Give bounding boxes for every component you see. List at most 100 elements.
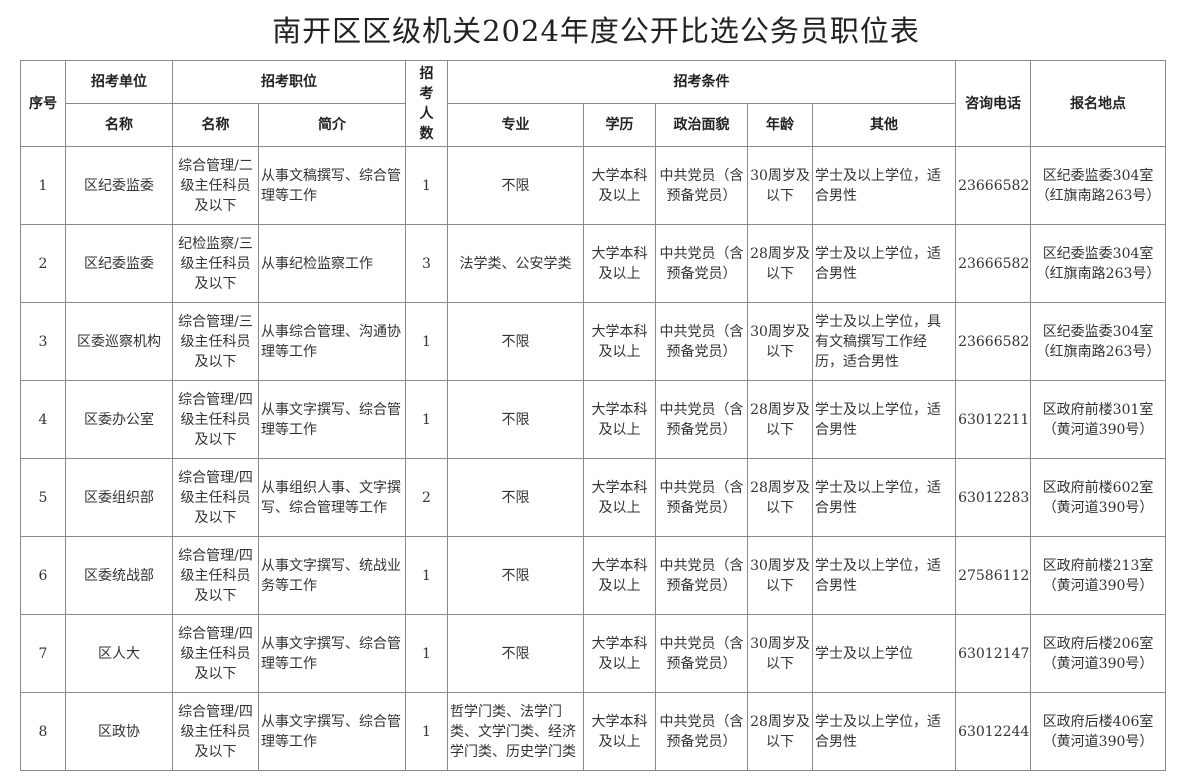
cell-education: 大学本科及以上 (583, 224, 656, 303)
cell-education: 大学本科及以上 (583, 380, 656, 459)
table-row: 1 区纪委监委 综合管理/二级主任科员及以下 从事文稿撰写、综合管理等工作 1 不限 大学本… (20, 146, 1167, 225)
cell-political: 中共党员（含预备党员） (655, 224, 748, 303)
cell-location: 区政府后楼406室（黄河道390号） (1030, 692, 1167, 771)
table-row: 3 区委巡察机构 综合管理/三级主任科员及以下 从事综合管理、沟通协理等工作 1 不限 大学… (20, 302, 1167, 381)
cell-political: 中共党员（含预备党员） (655, 458, 748, 537)
cell-location: 区政府前楼602室（黄河道390号） (1030, 458, 1167, 537)
cell-major: 不限 (447, 458, 584, 537)
cell-unit: 区委办公室 (65, 380, 173, 459)
cell-count: 1 (405, 614, 448, 693)
cell-education: 大学本科及以上 (583, 302, 656, 381)
header-seq: 序号 (20, 60, 66, 147)
cell-desc: 从事文稿撰写、综合管理等工作 (258, 146, 406, 225)
cell-unit: 区委统战部 (65, 536, 173, 615)
cell-phone: 63012147 (955, 614, 1032, 693)
cell-phone: 27586112 (955, 536, 1032, 615)
cell-location: 区纪委监委304室（红旗南路263号） (1030, 302, 1167, 381)
header-unit: 招考单位 (65, 60, 173, 104)
header-conditions: 招考条件 (446, 60, 957, 104)
cell-count: 1 (405, 380, 448, 459)
cell-phone: 23666582 (955, 146, 1032, 225)
cell-seq: 5 (20, 458, 66, 537)
cell-seq: 7 (20, 614, 66, 693)
cell-unit: 区委巡察机构 (65, 302, 173, 381)
cell-seq: 3 (20, 302, 66, 381)
cell-desc: 从事文字撰写、综合管理等工作 (258, 614, 406, 693)
cell-desc: 从事文字撰写、综合管理等工作 (258, 692, 406, 771)
positions-table: 序号 招考单位 招考职位 招考人数 招考条件 咨询电话 报名地点 名称 名称 简… (20, 60, 1167, 771)
cell-education: 大学本科及以上 (583, 614, 656, 693)
cell-position: 综合管理/四级主任科员及以下 (172, 692, 259, 771)
header-major: 专业 (447, 103, 584, 147)
cell-political: 中共党员（含预备党员） (655, 380, 748, 459)
cell-unit: 区政协 (65, 692, 173, 771)
cell-education: 大学本科及以上 (583, 536, 656, 615)
cell-age: 28周岁及以下 (747, 458, 813, 537)
cell-other: 学士及以上学位 (811, 614, 957, 693)
header-unit-name: 名称 (65, 103, 173, 147)
cell-major: 不限 (447, 614, 584, 693)
cell-age: 30周岁及以下 (747, 302, 813, 381)
header-position-desc: 简介 (258, 103, 406, 147)
cell-age: 30周岁及以下 (747, 614, 813, 693)
cell-major: 不限 (447, 146, 584, 225)
cell-education: 大学本科及以上 (583, 146, 656, 225)
cell-position: 综合管理/四级主任科员及以下 (172, 458, 259, 537)
cell-education: 大学本科及以上 (583, 458, 656, 537)
header-position-name: 名称 (172, 103, 259, 147)
cell-desc: 从事文字撰写、统战业务等工作 (258, 536, 406, 615)
cell-major: 法学类、公安学类 (447, 224, 584, 303)
cell-age: 30周岁及以下 (747, 536, 813, 615)
cell-other: 学士及以上学位，适合男性 (811, 536, 957, 615)
header-education: 学历 (583, 103, 656, 147)
cell-other: 学士及以上学位，适合男性 (811, 224, 957, 303)
cell-count: 1 (405, 692, 448, 771)
table-row: 5 区委组织部 综合管理/四级主任科员及以下 从事组织人事、文字撰写、综合管理等工作 2… (20, 458, 1167, 537)
cell-phone: 23666582 (955, 302, 1032, 381)
cell-major: 不限 (447, 380, 584, 459)
cell-desc: 从事纪检监察工作 (258, 224, 406, 303)
cell-count: 1 (405, 146, 448, 225)
cell-other: 学士及以上学位，具有文稿撰写工作经历，适合男性 (811, 302, 957, 381)
header-age: 年龄 (747, 103, 813, 147)
cell-seq: 6 (20, 536, 66, 615)
cell-unit: 区纪委监委 (65, 146, 173, 225)
cell-position: 综合管理/三级主任科员及以下 (172, 302, 259, 381)
cell-seq: 1 (20, 146, 66, 225)
cell-age: 30周岁及以下 (747, 146, 813, 225)
header-count: 招考人数 (405, 60, 448, 147)
cell-other: 学士及以上学位，适合男性 (811, 692, 957, 771)
header-row-2: 名称 名称 简介 专业 学历 政治面貌 年龄 其他 (21, 103, 1166, 147)
cell-desc: 从事组织人事、文字撰写、综合管理等工作 (258, 458, 406, 537)
cell-major: 不限 (447, 536, 584, 615)
cell-age: 28周岁及以下 (747, 380, 813, 459)
cell-education: 大学本科及以上 (583, 692, 656, 771)
header-location: 报名地点 (1030, 60, 1167, 147)
cell-phone: 63012211 (955, 380, 1032, 459)
cell-political: 中共党员（含预备党员） (655, 302, 748, 381)
table-row: 8 区政协 综合管理/四级主任科员及以下 从事文字撰写、综合管理等工作 1 哲学门类、法学… (20, 692, 1167, 771)
cell-position: 综合管理/二级主任科员及以下 (172, 146, 259, 225)
table-body: 1 区纪委监委 综合管理/二级主任科员及以下 从事文稿撰写、综合管理等工作 1 不限 大学本… (20, 146, 1167, 771)
cell-age: 28周岁及以下 (747, 692, 813, 771)
page-title: 南开区区级机关2024年度公开比选公务员职位表 (272, 14, 920, 48)
header-position: 招考职位 (172, 60, 406, 104)
cell-political: 中共党员（含预备党员） (655, 692, 748, 771)
cell-phone: 63012283 (955, 458, 1032, 537)
cell-unit: 区人大 (65, 614, 173, 693)
cell-count: 1 (405, 302, 448, 381)
cell-political: 中共党员（含预备党员） (655, 146, 748, 225)
cell-unit: 区纪委监委 (65, 224, 173, 303)
cell-seq: 2 (20, 224, 66, 303)
cell-phone: 63012244 (955, 692, 1032, 771)
cell-other: 学士及以上学位，适合男性 (811, 458, 957, 537)
header-phone: 咨询电话 (955, 60, 1032, 147)
cell-seq: 4 (20, 380, 66, 459)
cell-phone: 23666582 (955, 224, 1032, 303)
cell-major: 不限 (447, 302, 584, 381)
cell-unit: 区委组织部 (65, 458, 173, 537)
header-row-1: 序号 招考单位 招考职位 招考人数 招考条件 咨询电话 报名地点 (20, 60, 1167, 147)
cell-count: 1 (405, 536, 448, 615)
cell-seq: 8 (20, 692, 66, 771)
cell-major: 哲学门类、法学门类、文学门类、经济学门类、历史学门类 (447, 692, 584, 771)
